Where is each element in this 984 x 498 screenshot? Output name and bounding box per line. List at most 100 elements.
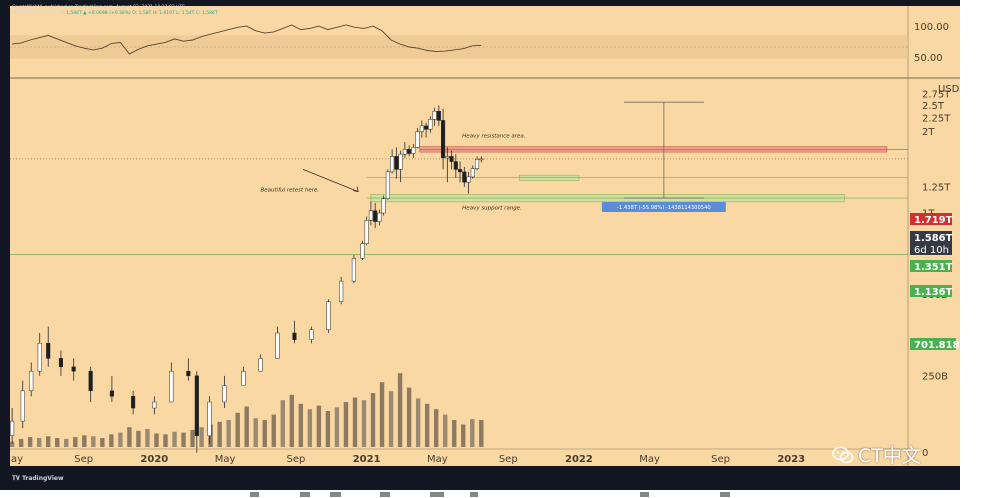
candle-body — [309, 329, 314, 340]
candle-body — [360, 243, 365, 259]
candle-body — [470, 168, 475, 178]
rsi-line — [12, 24, 482, 55]
volume-bar — [325, 411, 331, 447]
volume-bar — [379, 382, 385, 447]
time-tick-label: May — [639, 454, 660, 465]
candle-body — [88, 370, 93, 392]
time-tick-label: 2022 — [565, 454, 593, 465]
publish-line: CryptoMichNL published on TradingView.co… — [12, 5, 186, 10]
price-tag-label: 1.136T — [914, 287, 953, 298]
price-tag-box — [910, 231, 952, 243]
price-tick-label: 1.25T — [922, 182, 951, 193]
measure-label: -1.438T (-55.98%) -1438114300540 — [617, 205, 711, 211]
chart-frame: 100.00 50.00 Heavy resistance area. Beauti… — [0, 0, 960, 490]
candle-body — [402, 149, 407, 155]
candle-body — [29, 370, 34, 392]
price-tick-label: 0 — [922, 448, 928, 459]
candle-body — [368, 210, 373, 221]
volume-bar — [73, 437, 78, 447]
volume-bar — [145, 429, 150, 447]
candle-body — [462, 171, 467, 183]
candle-body — [458, 169, 463, 173]
price-tag-box — [910, 338, 956, 350]
annotations-layer: Heavy resistance area. Beautiful retest h… — [261, 101, 726, 213]
candle-body — [398, 153, 403, 170]
volume-bar — [424, 403, 430, 447]
plot-background — [10, 6, 908, 466]
candle-body — [453, 161, 458, 170]
candle-body — [20, 390, 25, 422]
price-tag-box — [910, 260, 952, 272]
symbol-line: CRYPTOCAP:TOTAL, 1W 1.586T ▲ +6.069B (+0… — [12, 11, 218, 17]
volume-bar — [172, 431, 177, 447]
candle-body — [415, 131, 420, 148]
volume-bar — [91, 436, 96, 447]
candle-body — [445, 156, 450, 159]
tradingview-brand[interactable]: 𝐓𝐕 TradingView — [12, 475, 64, 483]
volume-bar — [307, 409, 313, 447]
volume-bar — [289, 394, 295, 447]
candle-body — [407, 149, 412, 154]
time-tick-label: May — [427, 454, 448, 465]
volume-bar — [443, 414, 448, 447]
candle-body — [411, 147, 416, 154]
volume-bar — [36, 438, 42, 447]
time-tick-label: Sep — [499, 454, 518, 465]
watermark-text: CT中文 — [858, 445, 921, 467]
time-tick-label: Sep — [74, 454, 93, 465]
volume-bar — [136, 430, 141, 447]
volume-bar — [244, 406, 249, 447]
volume-bar — [27, 437, 33, 447]
candle-body — [351, 258, 356, 282]
volume-bar — [190, 429, 195, 447]
volume-bar — [100, 438, 105, 447]
price-tag-box — [910, 285, 952, 297]
chart-svg[interactable]: 100.00 50.00 Heavy resistance area. Beauti… — [10, 0, 960, 490]
candle-body — [186, 370, 191, 377]
candle-body — [381, 198, 386, 214]
candle-body — [37, 342, 42, 372]
time-tick-label: May — [10, 454, 23, 465]
candle-body — [424, 125, 429, 130]
time-tick-label: 2021 — [353, 454, 381, 465]
rsi-panel: 100.00 50.00 — [10, 22, 949, 64]
volume-bar — [470, 419, 475, 447]
volume-bar — [352, 397, 358, 447]
volume-bar — [64, 438, 69, 447]
volume-bar — [154, 433, 159, 447]
volume-bar — [46, 436, 51, 447]
measure-label-box — [601, 202, 726, 213]
volume-bar — [415, 398, 421, 447]
candle-body — [10, 420, 15, 437]
candle-body — [46, 342, 51, 359]
time-tick-label: 2023 — [777, 454, 805, 465]
volume-bar — [406, 387, 412, 447]
caption-fragment — [250, 492, 730, 497]
price-tag-label: 1.586T — [914, 233, 953, 244]
volume-bar — [433, 409, 439, 447]
time-tick-label: Sep — [711, 454, 730, 465]
symbol-quote: 1.586T ▲ +6.069B (+0.38%) O: 1.58T H: 1.… — [66, 11, 218, 16]
wechat-icon — [832, 446, 854, 463]
candle-body — [109, 390, 114, 397]
currency-label: USD — [938, 84, 960, 95]
candle-body — [58, 358, 64, 368]
price-tag-label: 1.719T — [914, 215, 953, 226]
volume-bar — [343, 402, 349, 447]
volume-bar — [479, 420, 484, 447]
candle-body — [479, 158, 484, 161]
tradingview-logo-icon: 𝐓𝐕 — [12, 475, 22, 482]
volume-bar — [55, 438, 60, 447]
candle-body — [131, 396, 136, 409]
price-tick-label: 2.25T — [922, 113, 951, 124]
price-tag-label: 701.818B — [914, 340, 960, 351]
time-tick-label: Sep — [287, 454, 306, 465]
candle-body — [449, 156, 454, 162]
volume-bar — [280, 400, 285, 447]
time-axis: May Sep 2020 May Sep 2021 May Sep 2022 May Sep 2023 — [10, 448, 908, 465]
annotation-text: Heavy support range. — [462, 206, 522, 212]
volume-bar — [199, 427, 204, 447]
volume-bar — [10, 441, 15, 447]
publish-info: CryptoMichNL published on TradingView.co… — [12, 5, 218, 17]
volume-bar — [298, 403, 304, 447]
